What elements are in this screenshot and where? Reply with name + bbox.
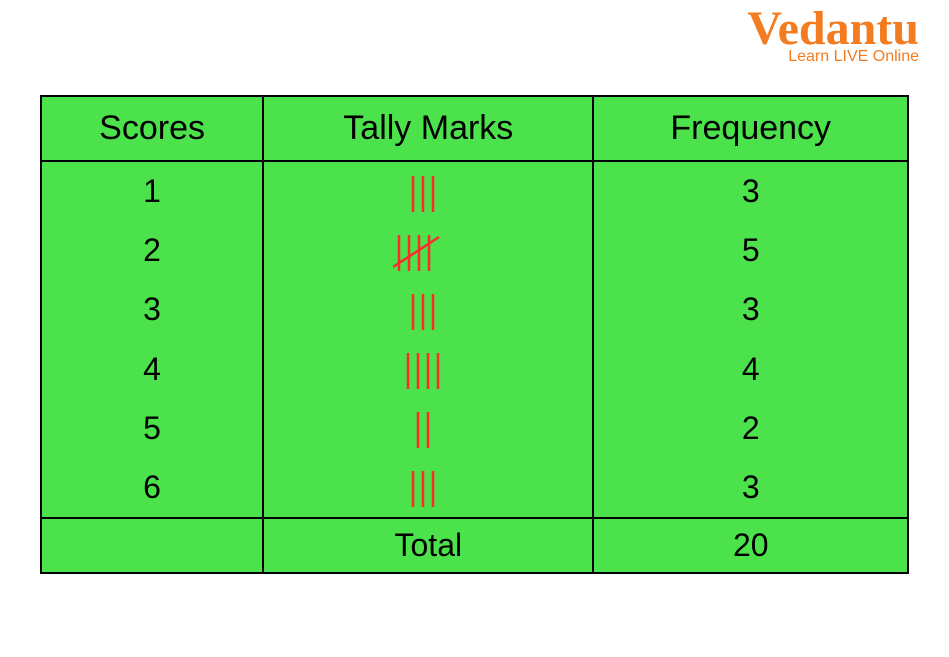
frequency-cell: 2 — [593, 399, 908, 458]
table-row: 44 — [41, 340, 908, 399]
score-cell: 4 — [41, 340, 263, 399]
brand-logo: Vedantu Learn LIVE Online — [747, 5, 919, 66]
tally-cell — [263, 340, 593, 399]
col-scores: Scores — [41, 96, 263, 161]
col-tally: Tally Marks — [263, 96, 593, 161]
table-header-row: Scores Tally Marks Frequency — [41, 96, 908, 161]
score-cell: 3 — [41, 280, 263, 339]
score-cell: 1 — [41, 161, 263, 221]
frequency-cell: 3 — [593, 280, 908, 339]
table-row: 33 — [41, 280, 908, 339]
tally-cell — [263, 161, 593, 221]
frequency-cell: 3 — [593, 458, 908, 518]
brand-name: Vedantu — [747, 5, 919, 53]
frequency-table-container: Scores Tally Marks Frequency 13253344526… — [40, 95, 909, 574]
frequency-cell: 3 — [593, 161, 908, 221]
total-value: 20 — [593, 518, 908, 573]
tally-cell — [263, 458, 593, 518]
tally-cell — [263, 399, 593, 458]
table-row: 25 — [41, 221, 908, 280]
score-cell: 5 — [41, 399, 263, 458]
table-row: 63 — [41, 458, 908, 518]
total-label: Total — [263, 518, 593, 573]
col-frequency: Frequency — [593, 96, 908, 161]
frequency-cell: 5 — [593, 221, 908, 280]
score-cell: 6 — [41, 458, 263, 518]
tally-cell — [263, 221, 593, 280]
frequency-table: Scores Tally Marks Frequency 13253344526… — [40, 95, 909, 574]
total-blank — [41, 518, 263, 573]
table-row: 13 — [41, 161, 908, 221]
score-cell: 2 — [41, 221, 263, 280]
frequency-cell: 4 — [593, 340, 908, 399]
tally-cell — [263, 280, 593, 339]
total-row: Total 20 — [41, 518, 908, 573]
table-row: 52 — [41, 399, 908, 458]
